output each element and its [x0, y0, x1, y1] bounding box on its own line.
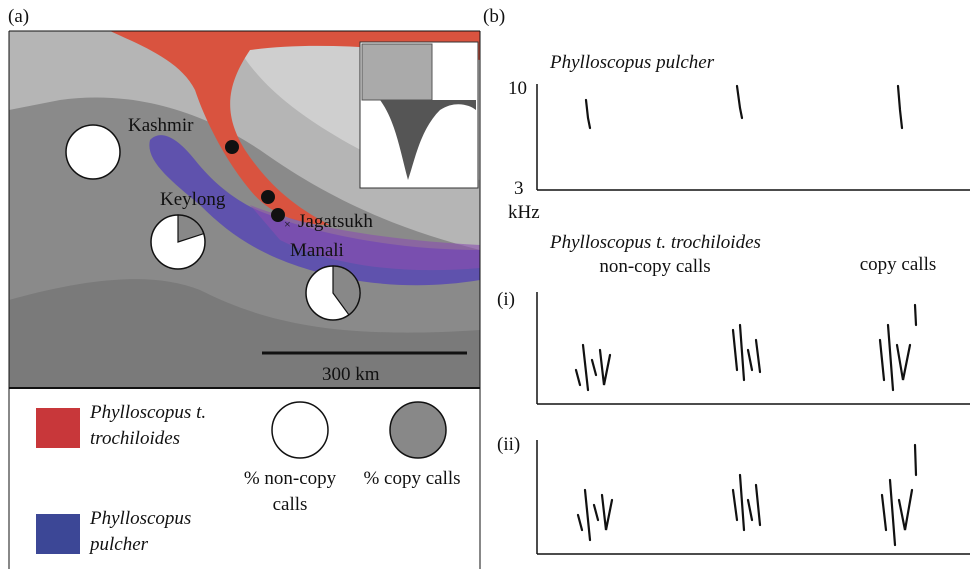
legend-label: Phylloscopus t.trochiloides	[89, 402, 206, 449]
spectrogram-title: Phylloscopus pulcher	[549, 52, 715, 73]
figure-svg: (a) (b) × Kashmir Keylong Jagatsukh Mana…	[0, 0, 979, 569]
place: Keylong	[160, 189, 226, 210]
place: Manali	[290, 240, 344, 261]
legend-label: % copy calls	[363, 468, 460, 489]
column-label: non-copy calls	[599, 256, 710, 277]
svg-text:×: ×	[284, 217, 291, 231]
place: Jagatsukh	[298, 211, 373, 232]
panel-label: (b)	[483, 6, 505, 27]
legend-swatch	[36, 514, 80, 554]
axis-label: kHz	[508, 202, 540, 223]
axis-label: 10	[508, 78, 527, 99]
pie	[66, 125, 120, 179]
row-label: (ii)	[497, 434, 520, 455]
axis-label: 3	[514, 178, 524, 199]
column-label: copy calls	[860, 254, 937, 275]
panel-label: (a)	[8, 6, 29, 27]
map: ×	[9, 31, 480, 388]
spectrogram-title: Phylloscopus t. trochiloides	[549, 232, 761, 253]
legend-swatch	[36, 408, 80, 448]
spectrogram	[576, 305, 916, 545]
figure: (a) (b) × Kashmir Keylong Jagatsukh Mana…	[0, 0, 979, 569]
row-label: (i)	[497, 289, 515, 310]
spectrogram	[586, 86, 902, 128]
scale-bar-label: 300 km	[322, 364, 380, 385]
place: Kashmir	[128, 115, 194, 136]
